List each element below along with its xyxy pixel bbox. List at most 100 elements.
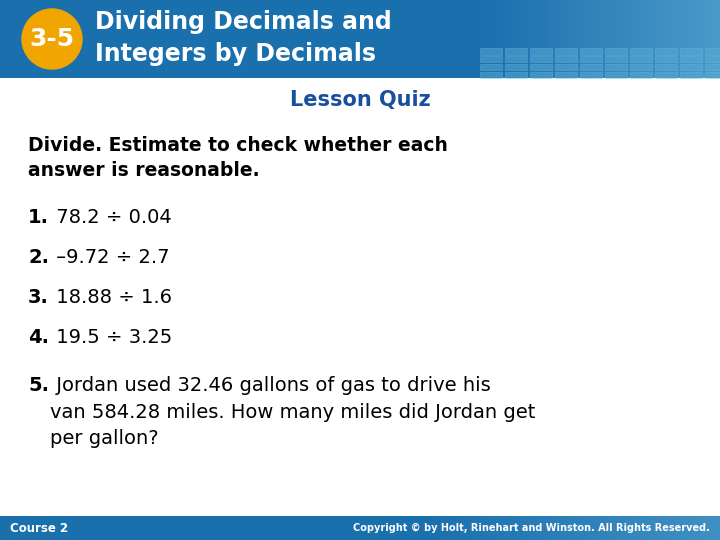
Bar — [697, 0, 698, 78]
Bar — [421, 516, 423, 540]
FancyBboxPatch shape — [555, 64, 577, 70]
Bar — [507, 516, 508, 540]
Bar — [621, 0, 623, 78]
Text: 78.2 ÷ 0.04: 78.2 ÷ 0.04 — [50, 208, 172, 227]
Bar — [691, 0, 693, 78]
Bar — [518, 516, 519, 540]
Bar — [571, 0, 572, 78]
Bar — [594, 0, 595, 78]
Bar — [616, 516, 618, 540]
Bar — [662, 0, 664, 78]
Bar — [618, 516, 619, 540]
Bar — [572, 516, 573, 540]
Bar — [706, 516, 708, 540]
Bar — [596, 0, 598, 78]
Bar — [666, 0, 667, 78]
Bar — [680, 516, 681, 540]
Bar — [526, 0, 527, 78]
Bar — [570, 0, 571, 78]
Bar — [459, 516, 461, 540]
Bar — [691, 516, 693, 540]
Bar — [493, 0, 495, 78]
Bar — [631, 0, 632, 78]
Bar — [485, 0, 486, 78]
Bar — [605, 0, 606, 78]
Bar — [574, 0, 575, 78]
Bar — [572, 0, 574, 78]
FancyBboxPatch shape — [655, 56, 677, 63]
Bar — [555, 516, 557, 540]
Bar — [645, 516, 647, 540]
Bar — [593, 516, 594, 540]
Bar — [695, 0, 696, 78]
Bar — [487, 0, 488, 78]
Bar — [544, 0, 545, 78]
Bar — [495, 0, 497, 78]
Bar — [449, 516, 450, 540]
Bar — [599, 0, 600, 78]
Bar — [529, 0, 531, 78]
Bar — [614, 0, 616, 78]
Bar — [502, 0, 503, 78]
Bar — [618, 0, 619, 78]
Bar — [525, 516, 526, 540]
Bar — [451, 516, 453, 540]
Bar — [513, 516, 515, 540]
Bar — [675, 516, 677, 540]
Bar — [533, 0, 534, 78]
Bar — [636, 0, 637, 78]
Bar — [480, 516, 482, 540]
FancyBboxPatch shape — [630, 64, 652, 70]
Bar — [570, 516, 572, 540]
FancyBboxPatch shape — [505, 56, 527, 63]
Bar — [511, 0, 513, 78]
Bar — [648, 0, 649, 78]
Bar — [598, 0, 599, 78]
Bar — [546, 516, 547, 540]
Bar — [491, 0, 492, 78]
Bar — [613, 0, 614, 78]
FancyBboxPatch shape — [505, 64, 527, 70]
Bar — [504, 516, 505, 540]
Bar — [702, 0, 703, 78]
Bar — [506, 0, 508, 78]
Bar — [522, 0, 523, 78]
Bar — [472, 516, 474, 540]
FancyBboxPatch shape — [655, 64, 677, 70]
Bar — [598, 516, 600, 540]
FancyBboxPatch shape — [580, 72, 602, 78]
Bar — [651, 516, 652, 540]
Bar — [567, 0, 569, 78]
Bar — [431, 516, 432, 540]
Bar — [613, 516, 615, 540]
Bar — [535, 0, 536, 78]
Bar — [633, 516, 634, 540]
Text: 18.88 ÷ 1.6: 18.88 ÷ 1.6 — [50, 288, 172, 307]
Bar — [688, 0, 689, 78]
Bar — [501, 516, 503, 540]
Bar — [450, 516, 451, 540]
Bar — [657, 0, 659, 78]
Bar — [545, 0, 546, 78]
Text: 19.5 ÷ 3.25: 19.5 ÷ 3.25 — [50, 328, 172, 347]
Bar — [716, 516, 717, 540]
Bar — [482, 516, 483, 540]
Bar — [498, 516, 500, 540]
Bar — [426, 516, 428, 540]
Bar — [626, 516, 627, 540]
Bar — [719, 516, 720, 540]
Bar — [577, 516, 579, 540]
Bar — [583, 0, 585, 78]
Bar — [497, 516, 498, 540]
Bar — [595, 516, 597, 540]
Bar — [593, 0, 594, 78]
Bar — [664, 0, 665, 78]
Bar — [686, 0, 688, 78]
Bar — [590, 516, 591, 540]
Bar — [659, 516, 660, 540]
Bar — [562, 516, 564, 540]
Bar — [665, 516, 666, 540]
Bar — [673, 0, 675, 78]
Bar — [634, 516, 636, 540]
Bar — [678, 0, 679, 78]
